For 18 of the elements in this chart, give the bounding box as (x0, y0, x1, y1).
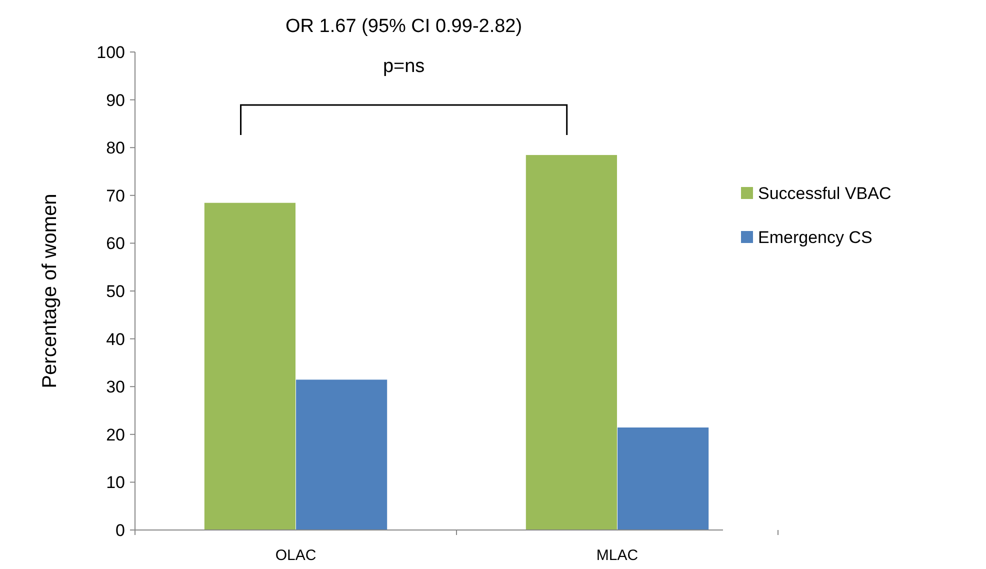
y-tick-label: 30 (106, 378, 125, 397)
annotation: p=ns (382, 56, 425, 77)
text: OR 1.67 (95% CI 0.99-2.82) (286, 16, 522, 37)
y-tick-label: 90 (106, 90, 125, 110)
y-tick-label: 20 (106, 425, 125, 444)
y-tick-label: 50 (106, 282, 125, 301)
y-tick-label: 60 (106, 234, 125, 254)
x-tick-label: MLAC (596, 547, 638, 564)
legend-label: Emergency CS (758, 228, 872, 247)
y-tick-label: 40 (106, 330, 125, 349)
y-tick-label: 80 (106, 138, 125, 158)
y-axis-title: Percentage of women (39, 194, 61, 388)
y-tick-label: 0 (116, 520, 125, 540)
y-tick-label: 70 (106, 186, 125, 206)
y-tick-label: 10 (106, 473, 125, 492)
y-tick-label: 100 (96, 42, 125, 62)
legend-label: Successful VBAC (758, 184, 892, 203)
x-tick-label: OLAC (275, 547, 316, 564)
